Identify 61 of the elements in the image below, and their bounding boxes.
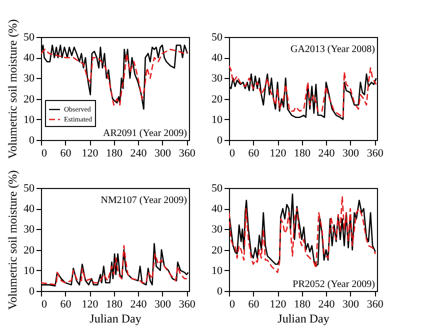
- y-tick-label: 30: [24, 224, 35, 236]
- y-tick-label: 20: [212, 244, 223, 256]
- y-tick-label: 0: [217, 134, 223, 146]
- x-tick-label: 240: [318, 148, 336, 160]
- x-tick-label: 120: [270, 298, 287, 310]
- x-tick-label: 60: [248, 148, 260, 160]
- y-tick-label: 10: [212, 114, 223, 126]
- y-tick-label: 50: [24, 182, 35, 194]
- y-tick-label: 20: [212, 93, 223, 106]
- annotation: GA2013 (Year 2008): [290, 44, 375, 55]
- y-tick-label: 10: [212, 264, 223, 277]
- y-tick-label: 10: [24, 114, 35, 126]
- annotation: AR2091 (Year 2009): [103, 128, 187, 139]
- y-tick-label: 20: [24, 244, 35, 256]
- x-tick-label: 360: [178, 298, 196, 310]
- x-tick-label: 0: [230, 148, 236, 160]
- x-tick-label: 360: [366, 298, 384, 310]
- x-tick-label: 180: [294, 148, 312, 160]
- x-tick-label: 300: [154, 298, 172, 310]
- x-tick-label: 240: [130, 148, 148, 160]
- x-tick-label: 300: [342, 148, 360, 160]
- x-tick-label: 60: [60, 148, 72, 160]
- x-tick-label: 0: [230, 298, 236, 310]
- y-tick-label: 0: [217, 286, 223, 298]
- y-axis-title: Volumetric soil moisture (%): [6, 19, 20, 159]
- y-tick-label: 50: [212, 182, 223, 194]
- x-axis-title: Julian Day: [278, 312, 330, 326]
- line-series: [229, 65, 377, 118]
- y-tick-label: 0: [29, 286, 35, 298]
- x-tick-label: 120: [82, 148, 99, 160]
- annotation: NM2107 (Year 2009): [100, 195, 187, 206]
- y-tick-label: 20: [24, 93, 35, 106]
- x-tick-label: 0: [42, 298, 48, 310]
- y-tick-label: 40: [24, 203, 35, 216]
- x-tick-label: 180: [106, 298, 124, 310]
- x-tick-label: 120: [82, 298, 99, 310]
- x-tick-label: 240: [130, 298, 148, 310]
- x-axis-title: Julian Day: [90, 312, 142, 326]
- y-tick-label: 50: [24, 32, 35, 44]
- y-axis-title: Volumetric soil moisture (%): [6, 170, 20, 310]
- x-tick-label: 240: [318, 298, 336, 310]
- y-tick-label: 0: [29, 134, 35, 146]
- y-tick-label: 50: [212, 32, 223, 44]
- y-tick-label: 30: [24, 72, 35, 85]
- x-tick-label: 180: [106, 148, 124, 160]
- x-tick-label: 60: [60, 298, 72, 310]
- x-tick-label: 0: [42, 148, 48, 160]
- annotation: PR2052 (Year 2009): [292, 279, 375, 290]
- y-tick-label: 10: [24, 264, 35, 277]
- x-tick-label: 60: [248, 298, 260, 310]
- x-tick-label: 360: [366, 148, 384, 160]
- y-tick-label: 30: [212, 224, 223, 236]
- x-tick-label: 300: [154, 148, 172, 160]
- y-tick-label: 40: [24, 52, 35, 64]
- x-tick-label: 300: [342, 298, 360, 310]
- x-tick-label: 120: [270, 148, 287, 160]
- y-tick-label: 40: [212, 203, 223, 216]
- x-tick-label: 180: [294, 298, 312, 310]
- y-tick-label: 30: [212, 72, 223, 85]
- y-tick-label: 40: [212, 52, 223, 64]
- x-tick-label: 360: [178, 148, 196, 160]
